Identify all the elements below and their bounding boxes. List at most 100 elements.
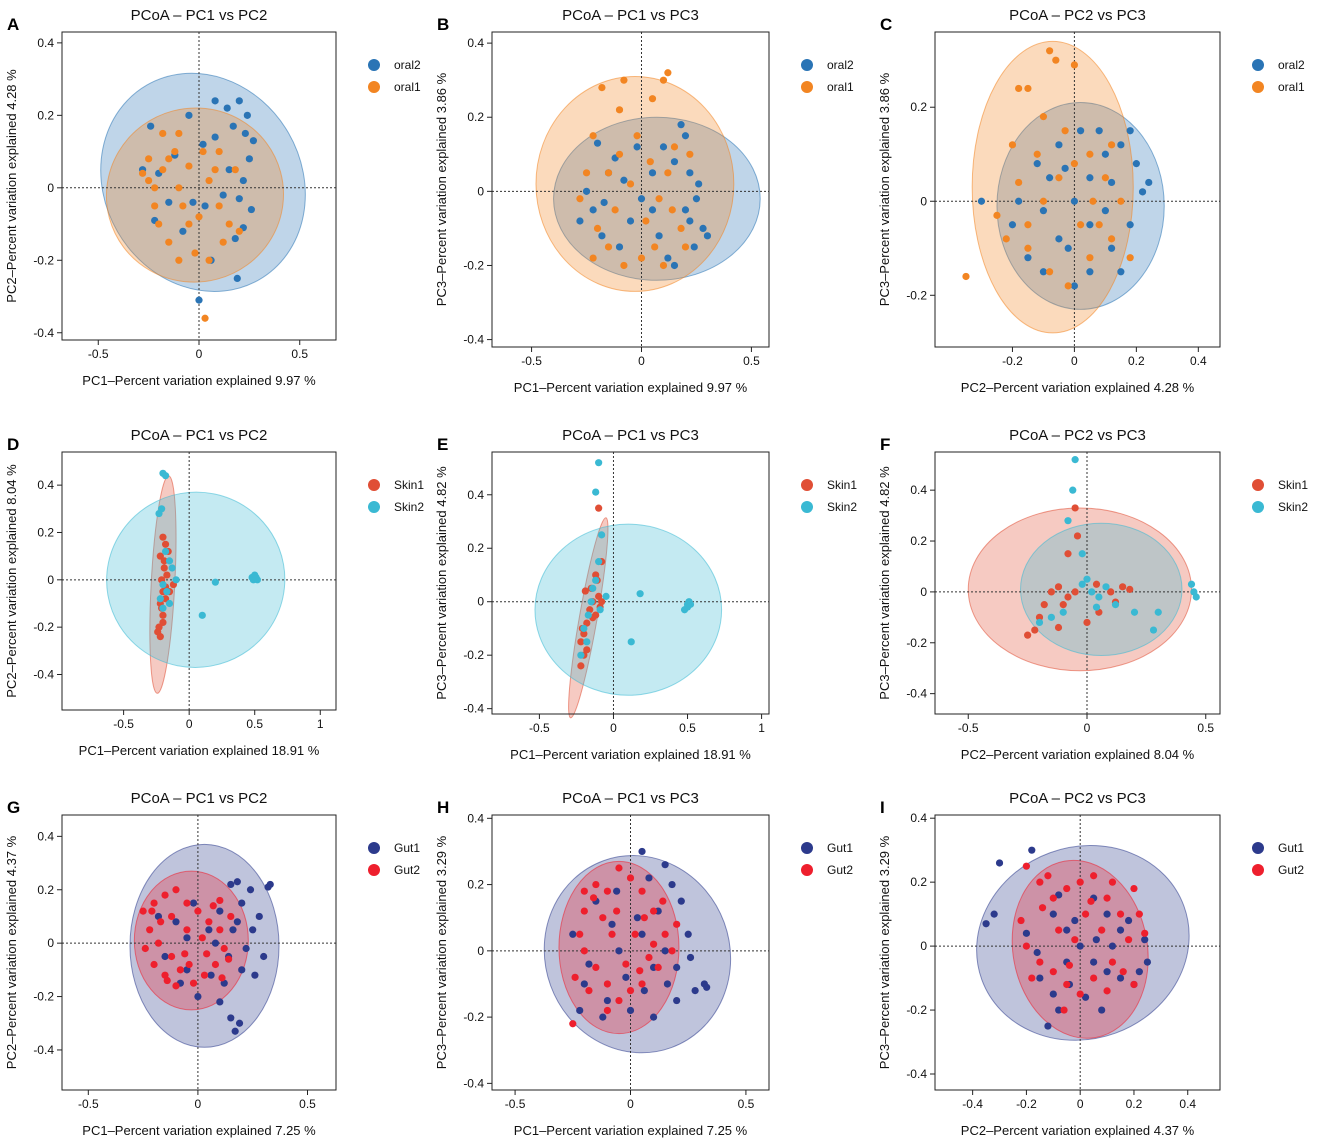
data-point-oral2 <box>165 198 173 206</box>
data-point-oral2 <box>648 169 657 177</box>
y-tick-label: 0.2 <box>467 110 484 124</box>
data-point-oral2 <box>1076 127 1085 135</box>
data-point-oral2 <box>185 111 193 119</box>
chart-title: PCoA – PC1 vs PC3 <box>562 790 699 807</box>
data-point-skin2 <box>592 488 600 496</box>
data-point-skin2 <box>1083 575 1091 583</box>
data-point-gut1 <box>227 880 235 889</box>
y-tick-label: 0.4 <box>467 36 484 50</box>
chart-title: PCoA – PC2 vs PC3 <box>1009 7 1146 24</box>
data-point-oral2 <box>219 191 227 199</box>
data-point-gut1 <box>216 998 224 1006</box>
legend-label-oral2: oral2 <box>1278 58 1305 72</box>
y-axis-label: PC2–Percent variation explained 4.37 % <box>4 835 19 1069</box>
data-point-skin1 <box>581 587 589 595</box>
data-point-gut1 <box>668 880 676 889</box>
data-point-gut1 <box>266 880 274 889</box>
data-point-oral2 <box>677 121 685 129</box>
data-point-gut2 <box>645 953 653 962</box>
data-point-oral1 <box>659 261 668 270</box>
legend-label-gut1: Gut1 <box>827 841 853 855</box>
data-point-gut1 <box>645 874 653 882</box>
data-point-gut2 <box>1119 968 1127 976</box>
data-point-oral2 <box>195 296 203 304</box>
data-point-gut2 <box>580 907 588 915</box>
data-point-oral2 <box>1055 141 1063 149</box>
data-point-oral1 <box>175 184 183 192</box>
y-tick-label: 0 <box>477 595 484 609</box>
data-point-oral2 <box>247 205 255 214</box>
data-point-skin2 <box>1064 517 1072 525</box>
data-point-gut1 <box>1055 1006 1063 1014</box>
chart-title: PCoA – PC1 vs PC3 <box>562 427 699 444</box>
data-point-oral2 <box>681 132 690 140</box>
data-point-skin2 <box>1078 550 1086 558</box>
data-point-gut2 <box>216 926 224 934</box>
y-tick-label: -0.2 <box>906 288 927 302</box>
data-point-oral1 <box>648 95 657 103</box>
data-point-oral1 <box>664 169 672 177</box>
data-point-oral1 <box>659 76 668 84</box>
data-point-gut1 <box>990 910 998 918</box>
data-point-gut1 <box>1022 929 1031 937</box>
data-point-oral1 <box>155 220 163 228</box>
data-point-oral1 <box>620 76 628 84</box>
data-point-gut2 <box>589 894 598 902</box>
data-point-gut1 <box>686 953 695 962</box>
y-tick-label: -0.4 <box>463 702 484 716</box>
data-point-skin2 <box>1092 603 1101 611</box>
data-point-oral2 <box>1101 207 1109 215</box>
y-tick-label: 0.4 <box>910 811 927 825</box>
confidence-ellipse-gut1 <box>976 845 1190 1041</box>
data-point-skin1 <box>1083 618 1091 627</box>
data-point-gut1 <box>1049 990 1057 998</box>
data-point-gut2 <box>649 940 658 948</box>
data-point-oral2 <box>598 232 606 240</box>
data-point-skin2 <box>165 599 174 608</box>
y-tick-label: -0.2 <box>33 620 54 634</box>
data-point-gut1 <box>638 847 646 856</box>
data-point-gut2 <box>1044 872 1052 880</box>
data-point-skin1 <box>595 504 603 512</box>
data-point-gut2 <box>1071 936 1079 944</box>
x-tick-label: -0.4 <box>962 1097 983 1111</box>
data-point-gut1 <box>1055 891 1063 899</box>
x-tick-label: 0.5 <box>679 721 696 735</box>
data-point-skin2 <box>583 638 591 646</box>
data-point-skin2 <box>159 604 167 612</box>
data-point-gut2 <box>608 930 616 938</box>
data-point-skin1 <box>156 552 164 560</box>
x-tick-label: 0 <box>627 1097 634 1111</box>
data-point-oral1 <box>626 180 635 188</box>
x-axis-label: PC1–Percent variation explained 7.25 % <box>82 1123 316 1138</box>
data-point-skin1 <box>154 628 162 636</box>
data-point-oral2 <box>1138 188 1147 196</box>
data-point-skin2 <box>161 472 170 480</box>
data-point-oral1 <box>159 166 167 174</box>
y-tick-label: -0.4 <box>906 1067 927 1081</box>
data-point-oral2 <box>1117 141 1125 149</box>
data-point-gut2 <box>585 987 593 995</box>
y-tick-label: -0.2 <box>906 636 927 650</box>
data-point-skin2 <box>577 651 585 659</box>
data-point-skin2 <box>595 558 603 566</box>
data-point-oral1 <box>231 166 239 174</box>
y-axis-label: PC3–Percent variation explained 4.82 % <box>877 466 892 700</box>
data-point-oral1 <box>151 184 159 192</box>
panel-h: H PCoA – PC1 vs PC3 -0.5 0 0.5 -0.4 -0.2 0 0.2 0.… <box>434 790 853 1138</box>
data-point-oral2 <box>1126 127 1134 135</box>
data-point-skin1 <box>159 611 167 619</box>
confidence-ellipse-skin2 <box>1020 522 1183 656</box>
data-point-gut1 <box>1108 942 1117 950</box>
data-point-skin2 <box>172 576 180 584</box>
data-point-gut1 <box>599 1013 607 1021</box>
legend-swatch-skin1 <box>368 479 380 491</box>
data-point-gut1 <box>233 918 241 926</box>
data-point-gut1 <box>622 973 630 981</box>
confidence-ellipse-oral1 <box>535 75 735 292</box>
data-point-gut2 <box>659 897 667 905</box>
data-point-gut2 <box>150 960 158 969</box>
data-point-oral1 <box>962 272 970 281</box>
data-point-oral1 <box>620 261 628 270</box>
